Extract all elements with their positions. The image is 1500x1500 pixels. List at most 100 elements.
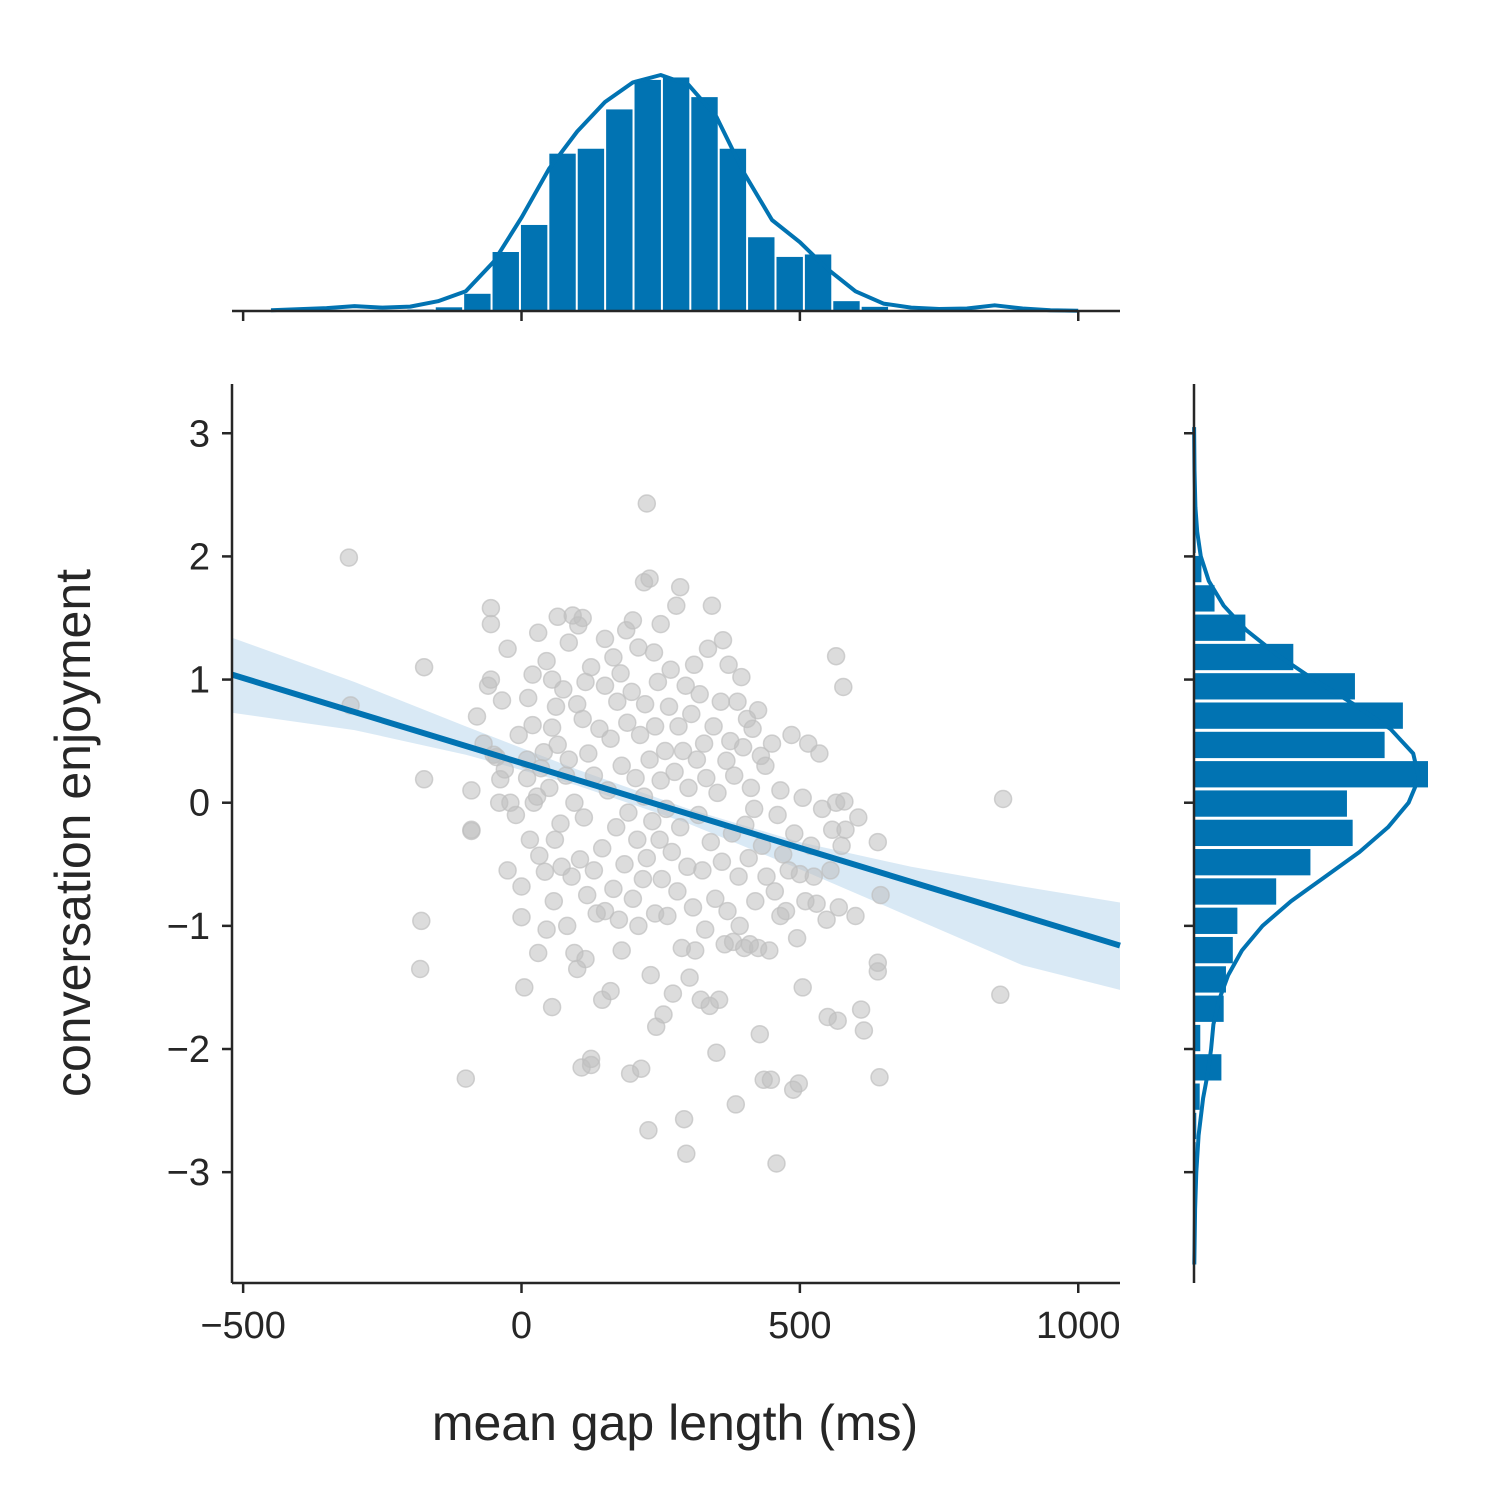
scatter-point [771,781,790,800]
scatter-point [817,910,836,929]
scatter-point [854,1021,874,1040]
right-histogram-bar [1194,1024,1201,1052]
scatter-point [530,846,549,865]
scatter-point [690,685,709,704]
scatter-point [756,756,775,776]
scatter-point [826,646,846,666]
confidence-band [232,637,1120,990]
y-tick-label: 3 [189,413,210,455]
scatter-point [515,978,534,997]
scatter-point [570,850,590,869]
scatter-point [542,997,562,1017]
scatter-point [821,861,840,880]
scatter-point [732,667,751,687]
scatter-point [629,638,648,657]
scatter-point [551,814,570,833]
scatter-point [694,734,714,753]
scatter-point [537,651,556,671]
scatter-point [640,569,659,588]
scatter-point [748,701,768,720]
scatter-point [492,691,512,710]
scatter-point [744,799,764,819]
scatter-point [849,808,868,827]
scatter-point [757,867,776,886]
scatter-point [662,842,682,862]
scatter-point [750,1024,770,1044]
scatter-point [573,608,592,628]
scatter-point [601,729,620,748]
right-histogram-bar [1194,731,1385,759]
top-histogram-bar [861,306,889,311]
y-tick-label: 2 [189,536,210,578]
scatter-point [730,916,749,936]
scatter-point [719,655,738,675]
scatter-point [993,789,1013,809]
scatter-point [577,885,597,905]
scatter-point [509,725,528,745]
scatter-point [667,596,686,615]
scatter-point [761,1070,781,1090]
top-histogram-bar [776,256,803,311]
scatter-point [670,577,690,597]
scatter-points [339,494,1013,1173]
scatter-point [793,978,812,997]
scatter-point [670,818,690,837]
scatter-point [810,744,829,763]
scatter-point [456,1069,476,1088]
scatter-point [619,803,638,822]
scatter-point [554,680,573,699]
scatter-point [518,688,538,708]
scatter-point [601,981,620,1001]
x-tick-label: 1000 [1036,1305,1121,1347]
scatter-point [595,901,615,921]
scatter-point [697,768,716,788]
scatter-point [528,623,548,643]
scatter-point [651,614,670,634]
scatter-point [650,830,669,849]
scatter-point [495,760,515,779]
scatter-point [579,744,598,763]
scatter-point [622,682,641,702]
scatter-point [711,692,731,711]
scatter-point [991,985,1010,1005]
scatter-point [661,660,680,679]
scatter-point [793,788,812,808]
scatter-point [641,965,660,985]
scatter-point [868,962,888,981]
tick-labels: −500 0 500 1000 −3 −2 −1 0 1 2 3 [167,413,1121,1347]
scatter-point [609,910,629,929]
scatter-point [685,941,705,960]
scatter-point [673,741,693,761]
scatter-point [677,1144,696,1163]
scatter-point [832,836,851,856]
scatter-point [728,692,747,711]
scatter-point [665,762,684,782]
scatter-point [743,719,762,739]
scatter-point [652,869,672,889]
scatter-point [546,697,566,716]
scatter-point [829,898,849,917]
scatter-point [604,648,623,667]
scatter-point [540,778,559,798]
scatter-point [629,916,648,936]
scatter-point [695,920,715,939]
scatter-point [724,766,744,785]
scatter-point [481,614,501,634]
scatter-point [836,820,855,840]
scatter-point [545,830,565,849]
scatter-point [678,857,697,877]
scatter-point [707,1043,726,1062]
scatter-point [608,692,627,711]
right-histogram-bar [1194,790,1347,817]
x-tick-label: 500 [768,1305,831,1347]
scatter-point [651,771,670,790]
scatter-point [762,734,782,753]
regression-line-group [231,671,1121,949]
scatter-point [676,676,695,695]
top-histogram-bar [748,237,775,311]
right-histogram-bar [1194,673,1355,700]
right-kde-curve [1192,427,1421,1265]
scatter-point [640,750,659,769]
scatter-point [537,920,556,939]
